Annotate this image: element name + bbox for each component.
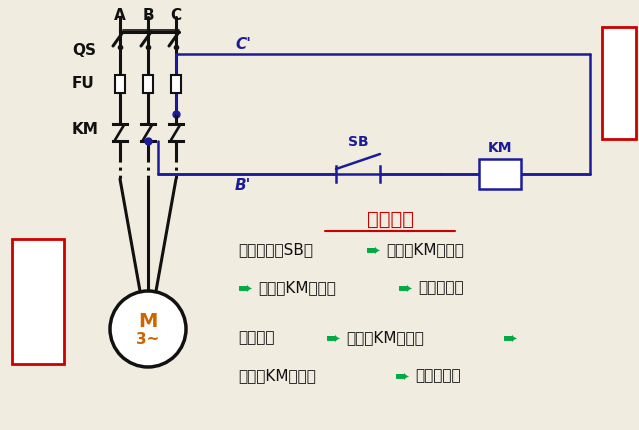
Text: ➨: ➨: [366, 241, 381, 259]
Bar: [143, 76, 153, 94]
Text: 按鈕松开: 按鈕松开: [238, 329, 275, 344]
Text: KM: KM: [72, 122, 99, 137]
Text: 触头（KM）打开: 触头（KM）打开: [238, 367, 316, 382]
Text: QS: QS: [72, 43, 96, 57]
Text: 主
电
路: 主 电 路: [33, 270, 43, 332]
Text: KM: KM: [488, 141, 512, 155]
Text: 线圈（KM）通电: 线圈（KM）通电: [386, 241, 464, 256]
Text: FU: FU: [72, 75, 95, 90]
Text: SB: SB: [348, 135, 368, 149]
Bar: [171, 76, 181, 94]
Text: ➨: ➨: [398, 280, 413, 297]
Circle shape: [110, 291, 186, 367]
Text: 3~: 3~: [136, 332, 160, 347]
Text: B': B': [235, 178, 251, 193]
Text: 电机停转。: 电机停转。: [415, 367, 461, 382]
Text: ➨: ➨: [326, 329, 341, 347]
Text: B: B: [142, 8, 154, 23]
Text: 按下按鈕（SB）: 按下按鈕（SB）: [238, 241, 313, 256]
Text: 动作过程: 动作过程: [367, 209, 413, 228]
Text: ➨: ➨: [238, 280, 253, 297]
Text: ➨: ➨: [395, 367, 410, 385]
Text: 控
制
电
路: 控 制 电 路: [615, 51, 623, 117]
Bar: [12, 240, 64, 364]
Bar: [479, 160, 521, 190]
Text: C: C: [171, 8, 181, 23]
Bar: [115, 76, 125, 94]
Text: C': C': [235, 37, 251, 52]
Text: ➨: ➨: [503, 329, 518, 347]
Text: 触头（KM）闭合: 触头（KM）闭合: [258, 280, 336, 294]
Text: 电机转动；: 电机转动；: [418, 280, 464, 294]
Text: M: M: [138, 312, 158, 331]
Bar: [602, 28, 636, 140]
Text: 线圈（KM）断电: 线圈（KM）断电: [346, 329, 424, 344]
Text: A: A: [114, 8, 126, 23]
